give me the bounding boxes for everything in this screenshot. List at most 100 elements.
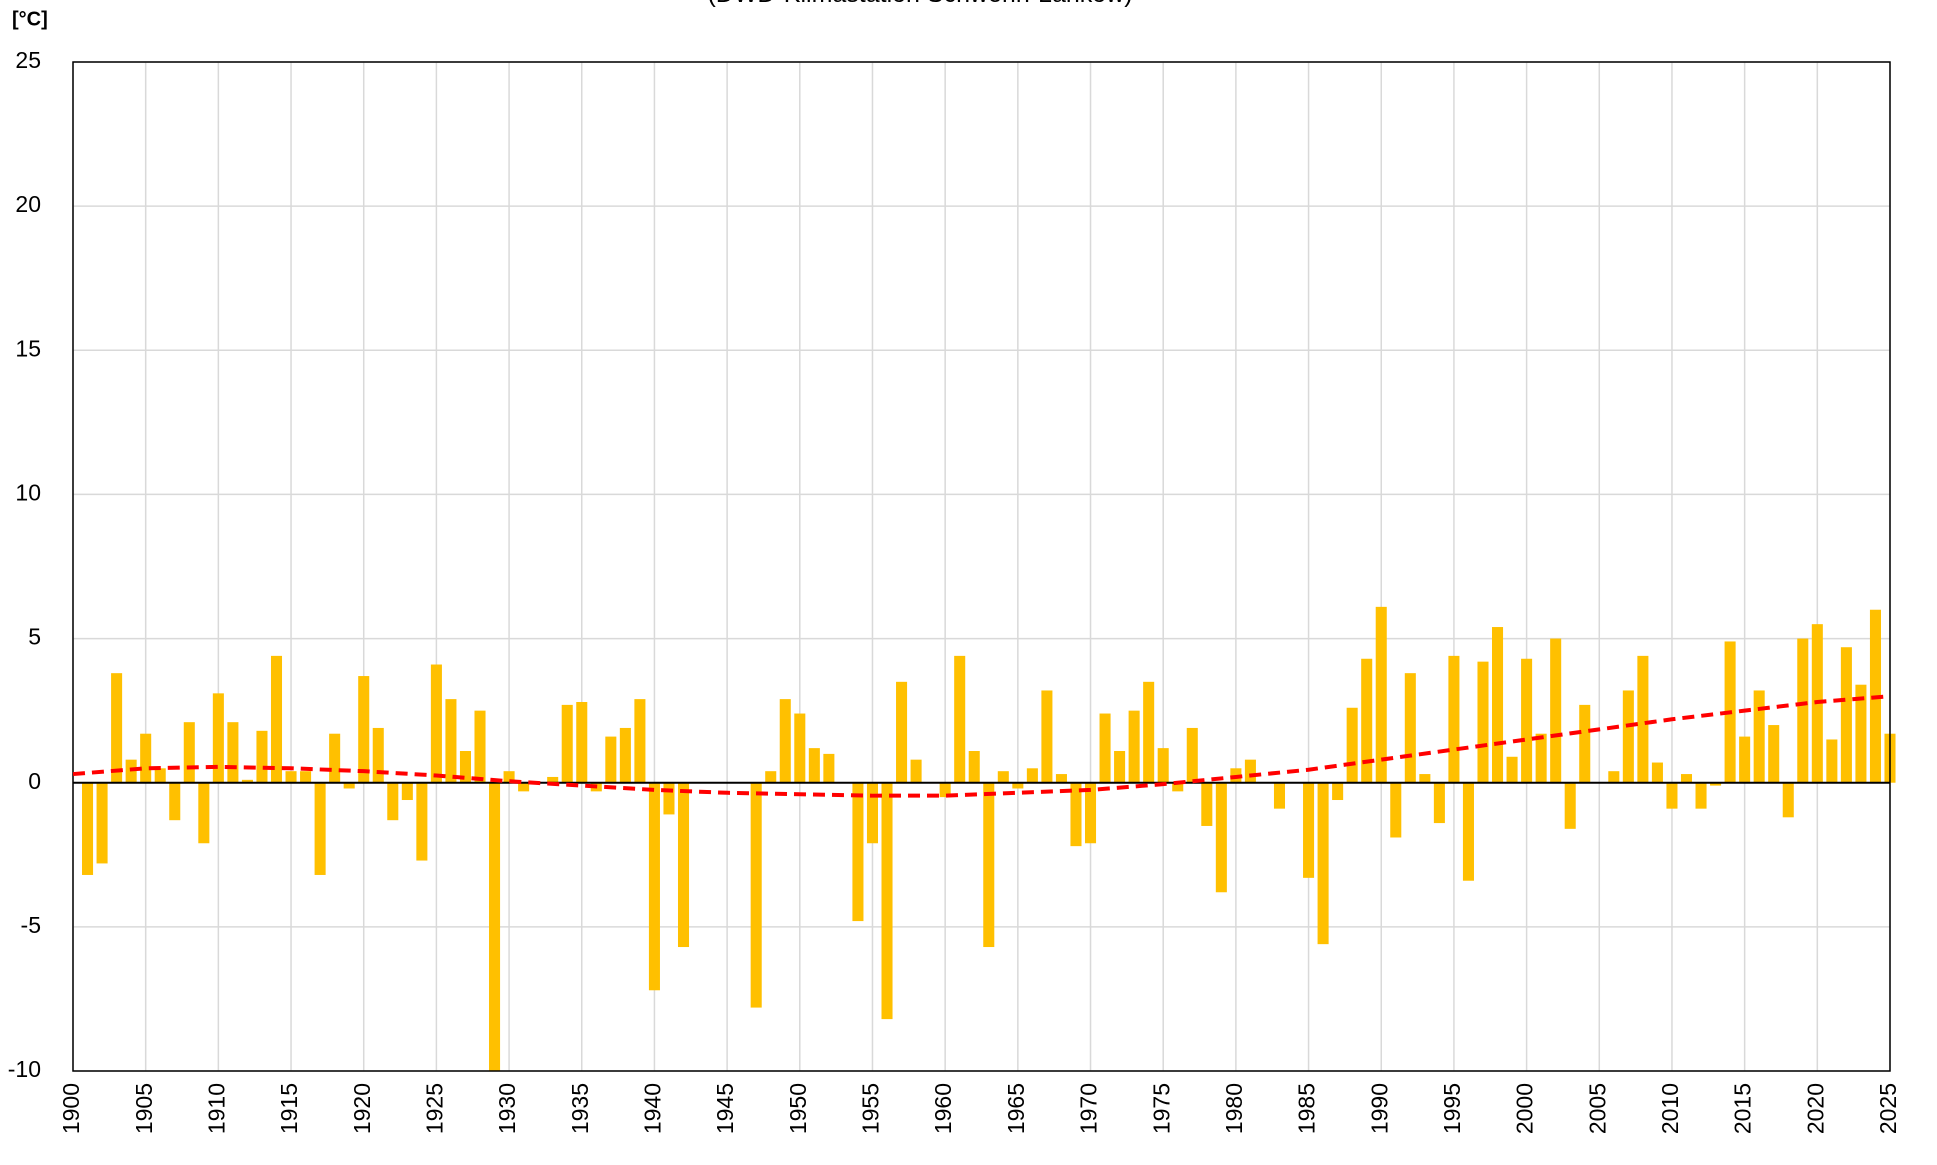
bar (677, 782, 690, 948)
bar (1797, 638, 1809, 783)
bar (285, 771, 297, 783)
bar (416, 782, 428, 861)
bar (1012, 782, 1024, 789)
bar (111, 673, 123, 783)
x-tick-label: 1995 (1439, 1083, 1465, 1134)
bar (910, 759, 922, 783)
bar (1332, 782, 1344, 801)
x-tick-label: 2010 (1657, 1083, 1683, 1134)
x-tick-label: 1910 (203, 1083, 229, 1134)
bar (1666, 782, 1678, 809)
bar (474, 710, 486, 783)
bar (983, 782, 995, 948)
x-tick-label: 2020 (1802, 1083, 1828, 1134)
bar (1201, 782, 1213, 826)
bar (1680, 774, 1693, 783)
bar (96, 782, 108, 864)
x-tick-label: 1990 (1366, 1083, 1392, 1134)
bar (183, 722, 195, 783)
bar (547, 776, 559, 783)
bar (1506, 756, 1518, 783)
bar (227, 722, 239, 783)
bar (372, 727, 384, 783)
bar (1215, 782, 1227, 893)
x-tick-label: 1915 (276, 1083, 302, 1134)
bar (241, 779, 253, 783)
bar (329, 733, 341, 783)
x-tick-label: 1970 (1076, 1083, 1102, 1134)
bar (169, 782, 181, 821)
bar (765, 771, 777, 783)
bar (1055, 774, 1067, 783)
bar (750, 782, 762, 1008)
bar (1346, 707, 1358, 783)
x-tick-label: 1980 (1221, 1083, 1247, 1134)
bar (1273, 782, 1286, 809)
x-tick-label: 1955 (858, 1083, 884, 1134)
bar (518, 782, 530, 792)
bar (1433, 782, 1445, 824)
bar (881, 782, 893, 1020)
bar (503, 771, 515, 783)
bar (1244, 759, 1256, 783)
bar (1550, 638, 1562, 783)
bar (1404, 673, 1416, 783)
bar (1535, 733, 1547, 783)
bar (1753, 690, 1765, 783)
bar (358, 676, 370, 783)
bar (401, 782, 413, 801)
bar (1651, 762, 1663, 783)
x-tick-label: 1905 (131, 1083, 157, 1134)
x-tick-label: 1940 (640, 1083, 666, 1134)
bar (1826, 739, 1838, 783)
bar (852, 782, 864, 922)
bar (1739, 736, 1751, 783)
x-tick-label: 2015 (1730, 1083, 1756, 1134)
bar (605, 736, 617, 783)
bar (1361, 658, 1373, 783)
bar (1303, 782, 1315, 878)
bar (1855, 684, 1867, 783)
bar (1492, 627, 1504, 783)
bar (212, 693, 224, 783)
x-tick-label: 1930 (494, 1083, 520, 1134)
x-tick-label: 1920 (349, 1083, 375, 1134)
bar (445, 699, 457, 783)
bar (1172, 782, 1184, 792)
bar (1390, 782, 1402, 838)
x-tick-label: 2005 (1584, 1083, 1610, 1134)
bar (997, 771, 1009, 783)
x-tick-label: 1985 (1294, 1083, 1320, 1134)
bar (300, 771, 312, 783)
bar (1622, 690, 1634, 783)
x-tick-label: 1960 (930, 1083, 956, 1134)
bar (939, 782, 951, 798)
bar (663, 782, 675, 815)
x-tick-label: 1900 (58, 1083, 84, 1134)
bar (154, 768, 166, 783)
bar (1477, 661, 1489, 783)
bar (1419, 774, 1431, 783)
y-tick-label: 10 (15, 480, 41, 506)
bar (808, 748, 820, 783)
bar (256, 730, 268, 783)
bar (954, 655, 966, 783)
bar (1710, 782, 1722, 786)
bar (561, 704, 573, 783)
bar (619, 727, 631, 783)
x-tick-label: 1950 (785, 1083, 811, 1134)
bar (866, 782, 879, 844)
bar (1041, 690, 1053, 783)
x-tick-label: 1935 (567, 1083, 593, 1134)
bar (1375, 606, 1387, 783)
bar (1070, 782, 1082, 847)
bar (387, 782, 399, 821)
y-tick-label: 25 (15, 47, 41, 73)
bar (1317, 782, 1329, 945)
bar (1564, 782, 1576, 829)
bar (1186, 727, 1198, 783)
x-tick-label: 2025 (1875, 1083, 1901, 1134)
bar (1768, 725, 1780, 783)
bar (968, 751, 980, 783)
